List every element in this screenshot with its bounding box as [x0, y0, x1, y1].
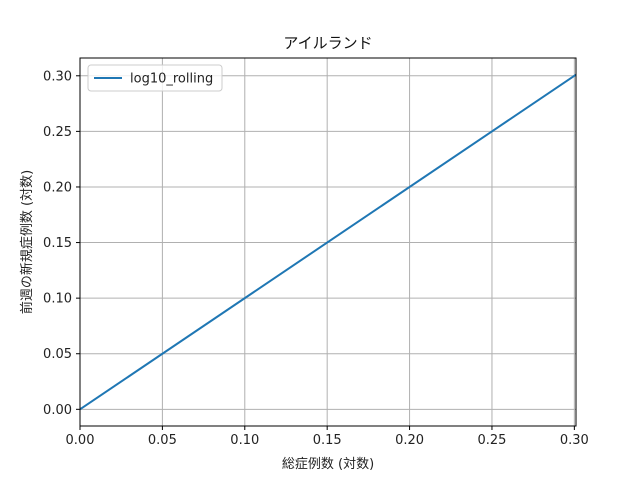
- y-tick-label: 0.25: [43, 125, 72, 140]
- y-tick-label: 0.10: [43, 292, 72, 307]
- x-axis: 0.00 0.05 0.10 0.15 0.20 0.25 0.30: [66, 426, 589, 448]
- y-axis: 0.00 0.05 0.10 0.15 0.20 0.25 0.30: [43, 69, 80, 418]
- x-tick-label: 0.30: [560, 433, 589, 448]
- x-tick-label: 0.15: [313, 433, 342, 448]
- chart-title: アイルランド: [283, 34, 372, 52]
- legend-entry-log10-rolling: log10_rolling: [130, 72, 213, 87]
- y-tick-label: 0.15: [43, 236, 72, 251]
- y-tick-label: 0.00: [43, 403, 72, 418]
- series-layer: [79, 73, 577, 411]
- y-tick-label: 0.05: [43, 347, 72, 362]
- series-line-log10-rolling: [79, 73, 577, 411]
- x-tick-label: 0.25: [477, 433, 506, 448]
- y-axis-label: 前週の新規症例数 (対数): [19, 170, 35, 314]
- plot-frame: [79, 57, 577, 427]
- x-tick-label: 0.10: [230, 433, 259, 448]
- x-axis-label: 総症例数 (対数): [282, 457, 374, 472]
- x-tick-label: 0.05: [148, 433, 177, 448]
- legend-box: [87, 64, 223, 92]
- legend: log10_rolling: [87, 64, 223, 92]
- x-tick-label: 0.20: [395, 433, 424, 448]
- x-tick-label: 0.00: [66, 433, 95, 448]
- y-tick-label: 0.30: [43, 69, 72, 84]
- y-tick-label: 0.20: [43, 180, 72, 195]
